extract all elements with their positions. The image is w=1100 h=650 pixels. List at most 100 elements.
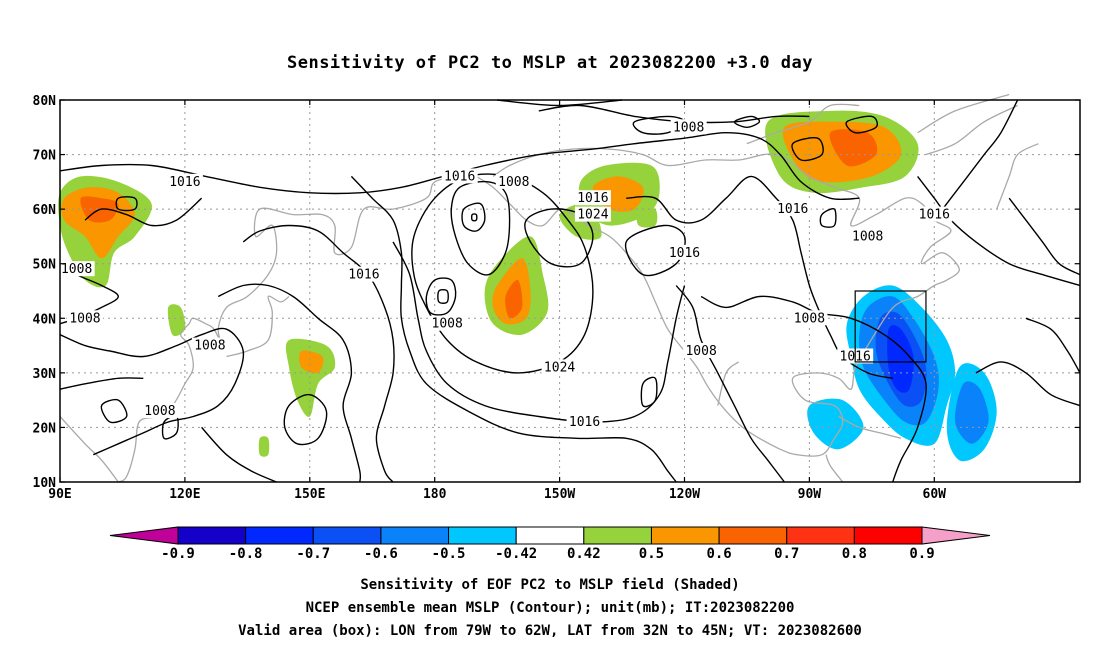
map-frame: [59, 99, 1081, 483]
contour-labels: 1016 1008 1008 1008 1008 1016 1016 1008 1016 1024…: [58, 119, 953, 430]
colorbar: [109, 526, 991, 545]
contour-label: 1016: [919, 208, 950, 223]
lon-tick-label: 120E: [169, 487, 200, 502]
colorbar-label: 0.5: [639, 546, 664, 562]
coastline: [746, 103, 860, 145]
contour-label-bg: [345, 266, 382, 282]
coastline: [825, 454, 844, 483]
coastline: [917, 93, 1010, 134]
contour-label-bg: [670, 119, 707, 135]
isobar: [975, 361, 1081, 407]
colorbar-label: -0.6: [364, 546, 398, 562]
coastline: [925, 104, 1018, 156]
colorbar-box: [650, 526, 720, 545]
lon-tick-label: 90E: [48, 487, 71, 502]
grid-lines: [60, 100, 1080, 482]
contour-label: 1016: [777, 202, 808, 217]
colorbar-max-triangle: [921, 526, 991, 545]
colorbar-box: [245, 526, 314, 545]
contour-label: 1024: [544, 360, 575, 375]
contour-label: 1008: [61, 262, 92, 277]
contour-label-bg: [574, 190, 611, 206]
colorbar-label: -0.42: [495, 546, 537, 562]
coastline: [838, 415, 902, 439]
sensitivity-patch: [167, 304, 186, 336]
contour-label: 1024: [577, 208, 608, 223]
contour-label-bg: [566, 413, 603, 429]
sensitivity-patch: [954, 381, 989, 444]
isobar: [350, 175, 677, 483]
coastline: [226, 295, 290, 358]
isobar: [733, 115, 761, 129]
sensitivity-patch: [299, 350, 324, 374]
lon-tick-label: 120W: [669, 487, 700, 502]
isobar: [461, 202, 486, 232]
colorbar-box: [177, 526, 247, 545]
contour-label-bg: [916, 206, 953, 222]
colorbar-box: [853, 526, 923, 545]
isobar: [819, 208, 837, 228]
isobar: [917, 175, 1081, 287]
sensitivity-patch: [258, 436, 270, 457]
colorbar-box: [583, 526, 652, 545]
isobar: [700, 295, 927, 483]
isobar: [59, 327, 245, 456]
colorbar-min-triangle: [109, 526, 179, 545]
isobar: [217, 283, 362, 483]
contour-label: 1008: [673, 120, 704, 135]
contour-label-bg: [849, 228, 886, 244]
colorbar-label: 0.7: [774, 546, 799, 562]
lon-tick-label: 60W: [923, 487, 947, 502]
colorbar-label: 0.42: [567, 546, 601, 562]
lat-tick-label: 10N: [33, 476, 57, 491]
isobar: [1008, 197, 1081, 276]
isobar: [675, 285, 785, 483]
colorbar-box: [718, 526, 788, 545]
sensitivity-patch: [636, 207, 658, 228]
contour-label: 1008: [69, 311, 100, 326]
lon-tick-label: 90W: [798, 487, 822, 502]
latitude-tick-labels: 80N 70N 60N 50N 40N 30N 20N 10N: [33, 94, 1080, 491]
contour-label-bg: [191, 337, 228, 353]
footer-line-2: NCEP ensemble mean MSLP (Contour); unit(…: [306, 600, 795, 616]
contour-label-bg: [666, 244, 703, 260]
map-panel: 1016 1008 1008 1008 1008 1016 1016 1008 1016 1024…: [33, 93, 1081, 502]
colorbar-label: 0.9: [909, 546, 934, 562]
isobar: [283, 393, 328, 446]
colorbar-label: -0.7: [296, 546, 330, 562]
footer-line-1: Sensitivity of EOF PC2 to MSLP field (Sh…: [360, 577, 739, 593]
isobar: [59, 377, 144, 390]
colorbar-label: -0.9: [161, 546, 195, 562]
coastline: [117, 175, 460, 483]
contour-label-bg: [683, 343, 720, 359]
isobar: [59, 131, 860, 201]
contour-label: 1008: [794, 311, 825, 326]
footer-line-3: Valid area (box): LON from 79W to 62W, L…: [238, 623, 862, 639]
valid-area-box: [854, 290, 927, 363]
lat-tick-label: 20N: [33, 421, 57, 436]
contour-label: 1008: [194, 339, 225, 354]
contour-label: 1008: [498, 175, 529, 190]
coastline: [475, 147, 960, 457]
isobar: [845, 115, 878, 134]
contour-label-bg: [541, 359, 578, 375]
contour-label: 1016: [569, 415, 600, 430]
lat-tick-label: 40N: [33, 312, 57, 327]
colorbar-box: [448, 526, 517, 545]
mslp-contours: [59, 99, 1081, 483]
contour-label: 1016: [348, 268, 379, 283]
isobar: [524, 208, 594, 268]
longitude-tick-labels: 90E 120E 150E 180 150W 120W 90W 60W: [48, 100, 946, 502]
lat-tick-label: 70N: [33, 149, 57, 164]
contour-label-bg: [141, 403, 178, 419]
sensitivity-patch: [829, 129, 878, 167]
isobar: [437, 288, 449, 304]
contour-label: 1008: [852, 229, 883, 244]
contour-label-bg: [495, 173, 532, 189]
colorbar-label: 0.8: [842, 546, 867, 562]
coastline: [59, 416, 119, 483]
contour-label-bg: [429, 315, 466, 331]
lat-tick-label: 60N: [33, 203, 57, 218]
lon-tick-label: 150W: [544, 487, 575, 502]
